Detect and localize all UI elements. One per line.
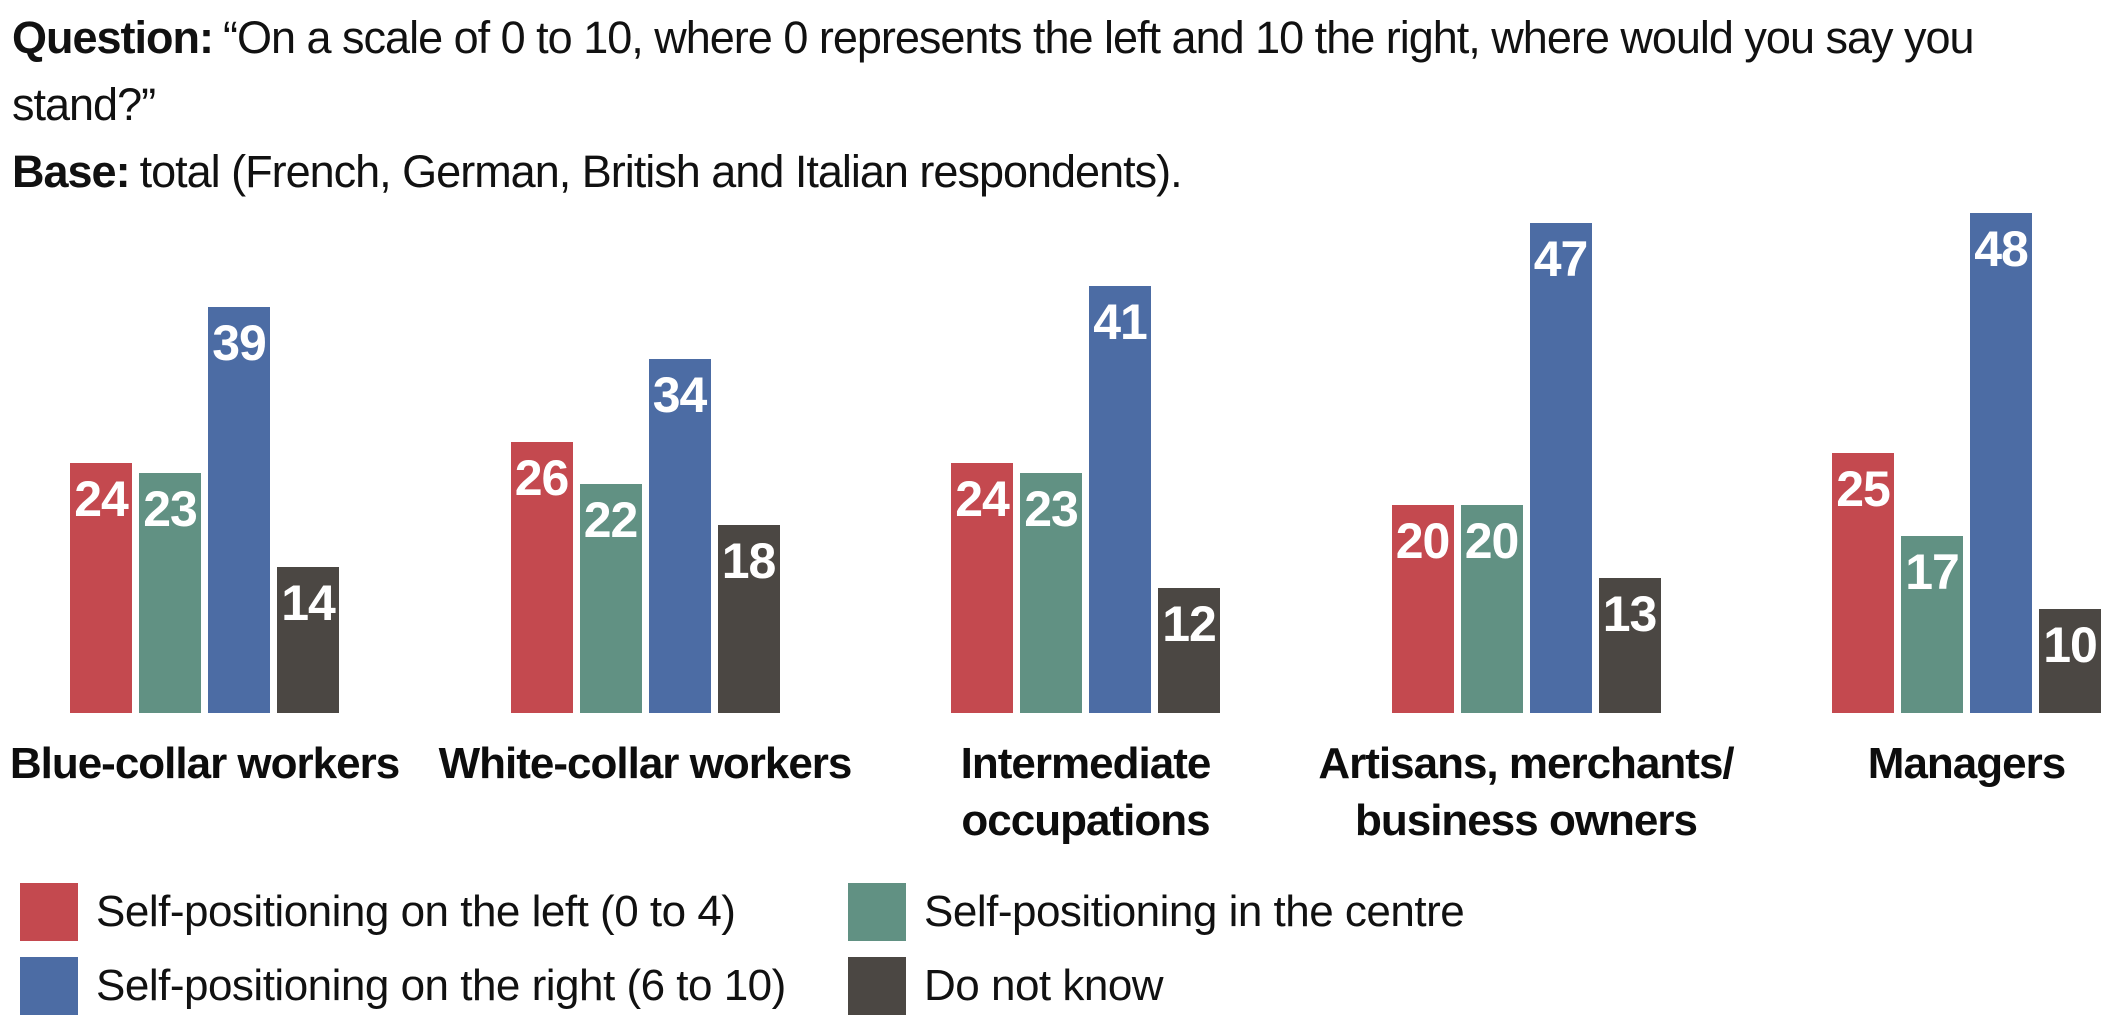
group-label: White-collar workers <box>438 739 853 788</box>
bar-centre: 23 <box>139 473 201 713</box>
bar-do-not-know: 13 <box>1598 578 1661 713</box>
base-text: total (French, German, British and Itali… <box>139 146 1183 197</box>
bar-right: 41 <box>1089 286 1151 713</box>
bar-value: 18 <box>721 533 777 589</box>
bar-left: 24 <box>70 463 132 713</box>
base-label: Base: <box>12 146 131 197</box>
bar-value: 47 <box>1533 231 1589 287</box>
group-managers: 25 17 48 10 Managers <box>1832 213 2101 788</box>
group-blue-collar-workers: 24 23 39 14 Blue-collar workers <box>10 307 400 788</box>
bar-value: 12 <box>1162 596 1217 652</box>
bar-centre: 23 <box>1020 473 1082 713</box>
question-label: Question: <box>12 12 214 63</box>
bar-value: 22 <box>583 492 639 548</box>
bar-do-not-know: 12 <box>1158 588 1220 713</box>
legend-label: Do not know <box>924 961 1164 1010</box>
bar-value: 24 <box>955 471 1010 527</box>
bar-value: 13 <box>1602 586 1658 642</box>
bar-value: 23 <box>1024 481 1079 537</box>
legend-label: Self-positioning in the centre <box>924 887 1465 936</box>
legend-item-right: Self-positioning on the right (6 to 10) <box>20 957 848 1015</box>
bar-do-not-know: 18 <box>717 525 780 713</box>
legend-item-left: Self-positioning on the left (0 to 4) <box>20 883 848 941</box>
group-label: Managers <box>1867 739 2066 788</box>
bar-value: 14 <box>281 575 336 631</box>
bar-right: 39 <box>208 307 270 713</box>
bar-right: 34 <box>648 359 711 713</box>
question-text: “On a scale of 0 to 10, where 0 represen… <box>12 12 1975 130</box>
group-white-collar-workers: 26 22 34 18 White-collar workers <box>439 359 852 788</box>
bar-centre: 22 <box>579 484 642 713</box>
bar-value: 20 <box>1395 513 1451 569</box>
bar-left: 20 <box>1391 505 1454 713</box>
legend-item-centre: Self-positioning in the centre <box>848 883 1465 941</box>
bar-centre: 17 <box>1901 536 1963 713</box>
group-artisans-merchants-business-owners: 20 20 47 13 Artisans, merchants/ busines… <box>1318 223 1735 845</box>
bar-value: 20 <box>1464 513 1520 569</box>
group-label: Intermediate occupations <box>960 739 1212 845</box>
bar-value: 26 <box>514 450 570 506</box>
bar-value: 23 <box>143 481 198 537</box>
bar-value: 10 <box>2043 617 2098 673</box>
bar-do-not-know: 14 <box>277 567 339 713</box>
group-label: Artisans, merchants/ business owners <box>1318 739 1734 845</box>
legend-label: Self-positioning on the left (0 to 4) <box>96 887 736 936</box>
bar-left: 24 <box>951 463 1013 713</box>
group-label: Blue-collar workers <box>9 739 400 788</box>
bar-right: 48 <box>1970 213 2032 713</box>
bar-left: 25 <box>1832 453 1894 713</box>
bar-value: 39 <box>212 315 267 371</box>
legend-item-do-not-know: Do not know <box>848 957 1464 1015</box>
bar-value: 41 <box>1093 294 1148 350</box>
legend-swatch-centre <box>848 883 906 941</box>
legend-swatch-right <box>20 957 78 1015</box>
legend-swatch-left <box>20 883 78 941</box>
bar-value: 48 <box>1974 221 2029 277</box>
bar-do-not-know: 10 <box>2039 609 2101 713</box>
bar-value: 17 <box>1905 544 1960 600</box>
bar-value: 24 <box>74 471 129 527</box>
bar-value: 25 <box>1836 461 1891 517</box>
figure-header: Question: “On a scale of 0 to 10, where 0… <box>12 4 2126 205</box>
base-line: Base: total (French, German, British and … <box>12 138 2126 205</box>
legend: Self-positioning on the left (0 to 4) Se… <box>20 883 1465 1015</box>
bar-chart: 24 23 39 14 Blue-collar workers 26 22 34… <box>10 213 2101 845</box>
legend-label: Self-positioning on the right (6 to 10) <box>96 961 786 1010</box>
bar-centre: 20 <box>1460 505 1523 713</box>
bar-left: 26 <box>510 442 573 713</box>
bar-right: 47 <box>1529 223 1592 713</box>
group-intermediate-occupations: 24 23 41 12 Intermediate occupations <box>951 286 1220 845</box>
bar-value: 34 <box>652 367 708 423</box>
question-line: Question: “On a scale of 0 to 10, where 0… <box>12 4 2126 138</box>
legend-swatch-do-not-know <box>848 957 906 1015</box>
